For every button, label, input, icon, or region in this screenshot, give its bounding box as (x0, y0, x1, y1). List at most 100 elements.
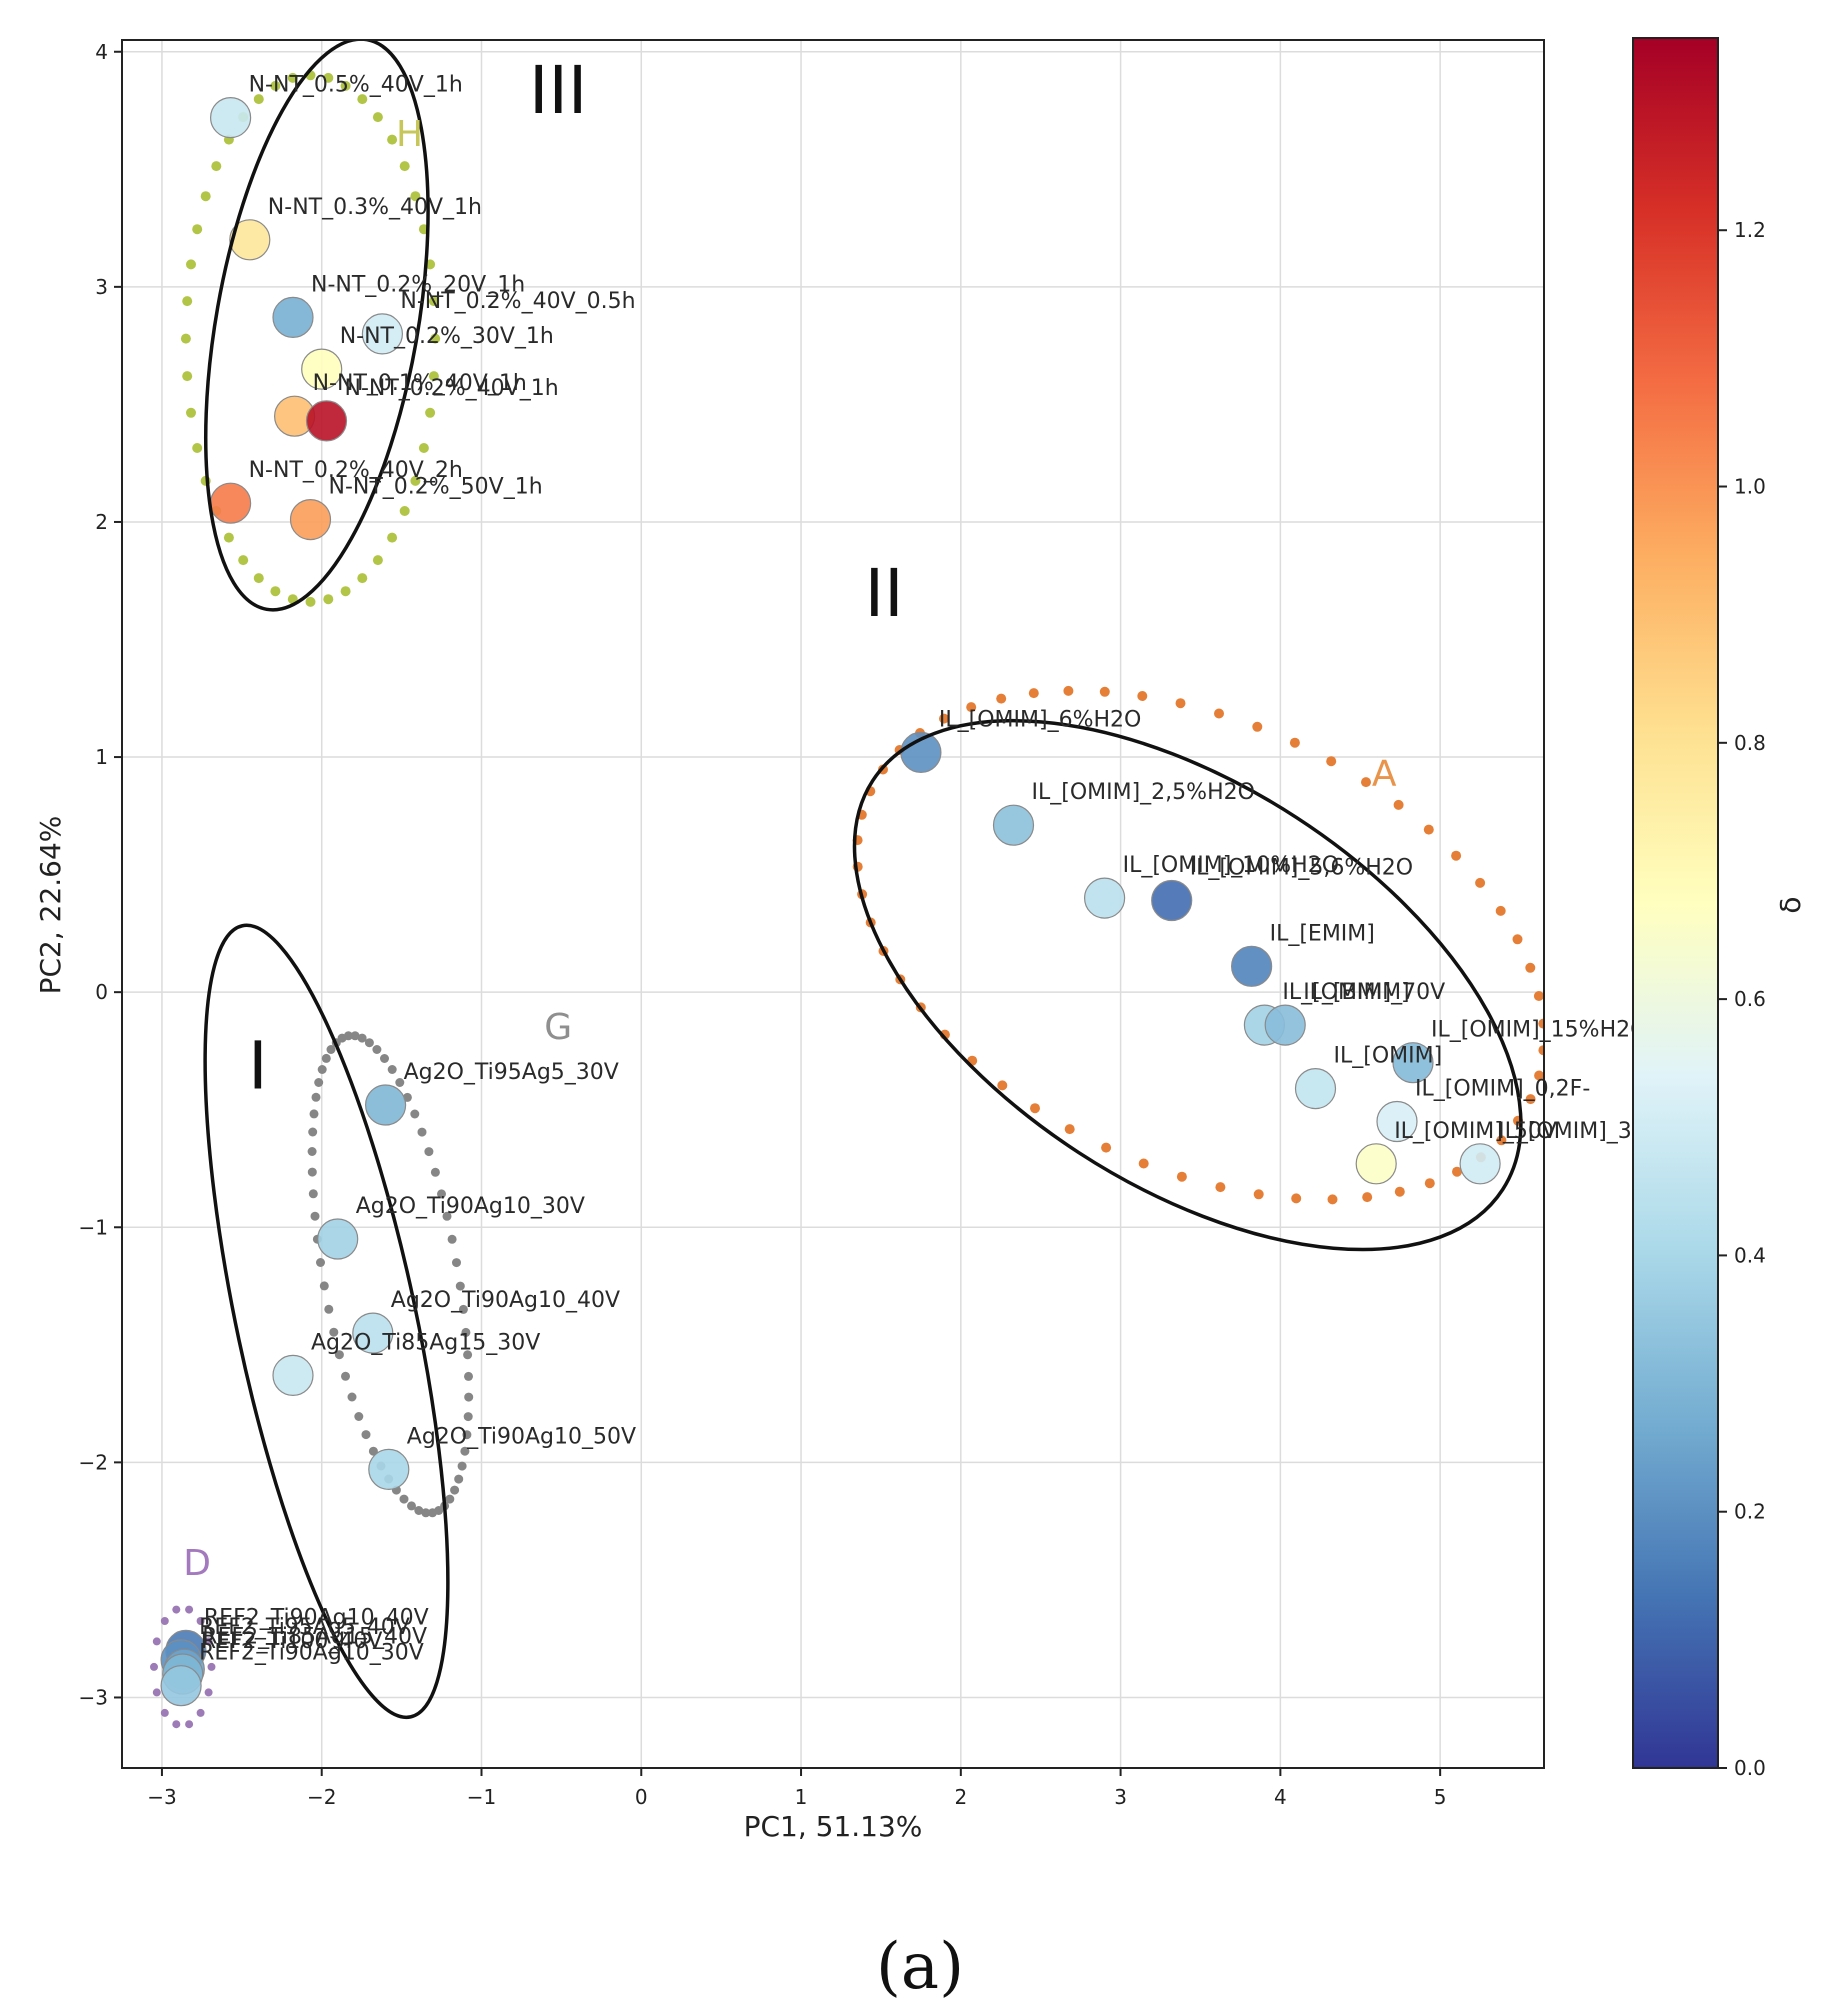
ellipse-dot (996, 693, 1007, 704)
point-label-ag2o-ti95ag5-30v: Ag2O_Ti95Ag5_30V (404, 1060, 619, 1085)
ellipse-dot (372, 1045, 382, 1054)
ellipse-dot (428, 1508, 437, 1518)
colorbar-tick-label: 0.6 (1734, 987, 1766, 1011)
ellipse-dot (172, 1720, 181, 1729)
ellipse-dot (354, 1412, 364, 1421)
ellipse-dot (350, 1031, 360, 1041)
ellipse-dot (270, 586, 281, 597)
cluster-label-iii: III (529, 52, 587, 129)
figure-caption: (a) (876, 1930, 964, 2004)
ellipse-dot (305, 596, 316, 607)
ellipse-dot (1362, 1192, 1373, 1203)
ellipse-dot (372, 112, 383, 123)
ellipse-dot (1361, 777, 1371, 788)
point-label-n-nt-0-2-50v-1h: N-NT_0.2%_50V_1h (329, 475, 543, 500)
ellipse-dot (1525, 1094, 1536, 1105)
ellipse-dot (1424, 1178, 1435, 1189)
point-ag2o-ti95ag5-30v (365, 1084, 407, 1126)
ellipse-dot (1451, 850, 1462, 861)
ellipse-dot (329, 1327, 339, 1337)
ellipse-dot (347, 1392, 357, 1402)
point-label-n-nt-0-1-40v-1h: N-NT_0.1%_40V_1h (313, 371, 527, 396)
ellipse-dot (1512, 934, 1523, 945)
point-labels: N-NT_0.5%_40V_1h N-NT_0.3%_40V_1h N-NT_0.2… (199, 73, 1661, 1666)
ellipse-dot (1215, 1182, 1226, 1193)
ellipse-dot (399, 161, 410, 172)
ellipse-dot (1101, 1142, 1112, 1153)
point-label-n-nt-0-2-40v-2h: N-NT_0.2%_40V_2h (249, 458, 463, 483)
point-n-nt-0-2-40v-0-5h (361, 313, 403, 355)
ellipse-dot (1252, 721, 1263, 732)
ellipse-dot (307, 1147, 317, 1156)
point-il-omim-0-2f (1376, 1100, 1418, 1143)
y-tick-label: 0 (95, 980, 108, 1004)
point-label-il-omim-50v: IL_[OMIM]_50V (1394, 1119, 1557, 1144)
ellipse-dot (160, 1617, 169, 1625)
ellipse-dot (343, 1031, 353, 1041)
ellipse-dot (425, 407, 436, 418)
point-n-nt-0-2-30v-1h (301, 348, 343, 390)
ellipse-dot (447, 1234, 457, 1244)
ellipse-dot (464, 1392, 474, 1402)
ellipse-dot (424, 1147, 434, 1157)
x-tick-label: 2 (954, 1785, 967, 1809)
point-label-ref2-ti95ag5-40v: REF2_Ti95Ag5_40V (199, 1615, 410, 1640)
ellipse-dot (196, 1708, 205, 1717)
y-axis-label: PC2, 22.64% (34, 816, 67, 995)
y-tick-label: −3 (79, 1685, 108, 1709)
ellipse-dot (150, 1662, 158, 1671)
ellipse-dot (192, 443, 203, 453)
ellipse-dot (410, 475, 421, 486)
ellipse-dot (317, 1065, 327, 1074)
ellipse-dot (334, 1350, 344, 1360)
dotted-group-ellipses (150, 70, 1544, 1729)
ellipse-dot (160, 1708, 169, 1717)
cluster-ellipse-3 (203, 923, 450, 1720)
cluster-ellipse-2 (852, 718, 1523, 1252)
ellipse-dot (421, 1508, 431, 1518)
point-label-il-bmim: IL_[BMIM] (1303, 980, 1409, 1005)
group-label-g: G (544, 1007, 572, 1048)
point-n-nt-0-5-40v-1h (210, 96, 252, 139)
x-tick-label: 4 (1274, 1785, 1287, 1809)
ellipse-dot (314, 1078, 324, 1087)
ellipse-dot (1327, 1194, 1338, 1205)
ellipse-dot (462, 1430, 472, 1440)
point-il-omim-50v (1355, 1143, 1397, 1185)
ellipse-dot (1538, 1045, 1544, 1056)
colorbar: 0.0 0.2 0.4 0.6 0.8 1.0 1.2 δ (1632, 37, 1807, 1780)
ellipse-dot (368, 1446, 378, 1456)
ellipse-dot (1064, 1124, 1075, 1135)
point-label-n-nt-0-2-40v-0-5h: N-NT_0.2%_40V_0.5h (400, 289, 635, 314)
colorbar-ticks: 0.0 0.2 0.4 0.6 0.8 1.0 1.2 (1718, 218, 1766, 1780)
ellipse-dot (1534, 1070, 1544, 1081)
point-il-omim (1294, 1067, 1337, 1110)
point-ref2-ti90ag10-30v (160, 1665, 202, 1707)
ellipse-dot (196, 1617, 205, 1625)
point-n-nt-0-3-40v-1h (229, 219, 271, 261)
point-label-il-omim-2-5-h2o: IL_[OMIM]_2,5%H2O (1032, 780, 1255, 805)
ellipse-dot (410, 1109, 420, 1119)
ellipse-dot (311, 1092, 321, 1102)
ellipse-dot (380, 1054, 389, 1063)
ellipse-dot (200, 191, 211, 202)
ellipse-dot (460, 1446, 470, 1456)
cluster-label-i: I (248, 1028, 267, 1105)
ellipse-dot (1175, 698, 1186, 709)
ellipse-dot (211, 161, 222, 172)
cluster-ellipse-1 (203, 40, 430, 612)
ellipse-dot (204, 1637, 213, 1646)
ellipse-dot (204, 1688, 213, 1697)
group-label-h: H (396, 114, 423, 155)
point-n-nt-0-2-40v-1h (305, 400, 348, 442)
ellipse-dot (1099, 686, 1110, 697)
point-label-il-emim: IL_[EMIM] (1270, 921, 1375, 946)
ellipse-dot (1253, 1189, 1264, 1200)
group-label-d: D (183, 1543, 211, 1584)
ellipse-dot (457, 1461, 467, 1471)
ellipse-dot (1028, 688, 1039, 699)
group-label-a: A (1372, 753, 1397, 794)
ellipse-dot (452, 1258, 461, 1268)
